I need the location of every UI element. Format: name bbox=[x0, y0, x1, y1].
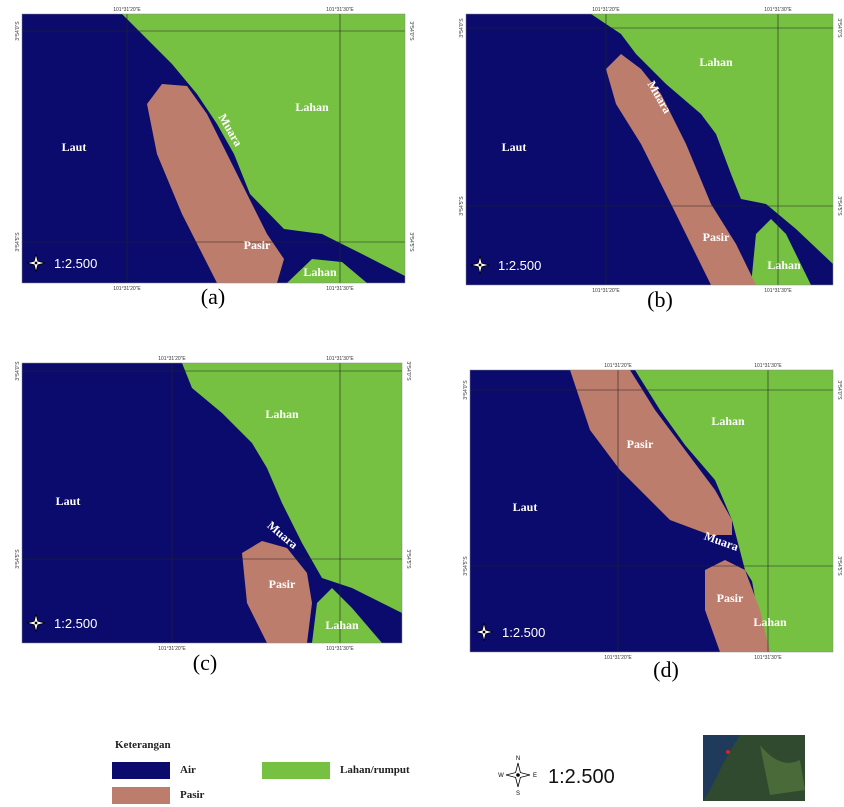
lat-label: 3°54'0"S bbox=[836, 18, 842, 38]
compass-letter: S bbox=[516, 791, 520, 797]
scale-label: 1:2.500 bbox=[54, 256, 97, 271]
legend-swatch bbox=[262, 762, 330, 779]
area-label: Lahan bbox=[325, 618, 359, 632]
lat-label: 3°54'5"S bbox=[836, 556, 842, 576]
area-label: Laut bbox=[62, 140, 87, 154]
lat-label: 3°54'5"S bbox=[405, 549, 411, 569]
legend: Keterangan Air Pasir Lahan/rumput N E S W 1:2.50… bbox=[112, 739, 615, 804]
legend-title: Keterangan bbox=[115, 739, 171, 751]
legend-label: Air bbox=[180, 764, 196, 776]
compass-center bbox=[479, 264, 482, 267]
lat-label: 3°54'5"S bbox=[15, 549, 21, 569]
lon-label: 101°31'30"E bbox=[754, 363, 782, 369]
panel-caption: (c) bbox=[193, 650, 217, 675]
legend-label: Lahan/rumput bbox=[340, 764, 410, 776]
lat-label: 3°54'0"S bbox=[15, 21, 21, 41]
lon-label: 101°31'30"E bbox=[326, 7, 354, 13]
lon-label: 101°31'30"E bbox=[326, 286, 354, 292]
lat-label: 3°54'5"S bbox=[408, 232, 414, 252]
area-label: Lahan bbox=[711, 414, 745, 428]
lat-label: 3°54'0"S bbox=[405, 361, 411, 381]
lat-label: 3°54'5"S bbox=[463, 556, 469, 576]
lat-label: 3°54'5"S bbox=[836, 196, 842, 216]
area-label: Lahan bbox=[295, 100, 329, 114]
lon-label: 101°31'30"E bbox=[764, 288, 792, 294]
lat-label: 3°54'0"S bbox=[463, 380, 469, 400]
compass-letter: E bbox=[533, 773, 537, 779]
scale-label: 1:2.500 bbox=[502, 625, 545, 640]
area-label: Lahan bbox=[303, 265, 337, 279]
area-label: Lahan bbox=[699, 55, 733, 69]
lon-label: 101°31'20"E bbox=[592, 288, 620, 294]
legend-swatch bbox=[112, 762, 170, 779]
area-label: Pasir bbox=[627, 437, 654, 451]
area-label: Laut bbox=[56, 494, 81, 508]
area-label: Laut bbox=[513, 500, 538, 514]
scale-label: 1:2.500 bbox=[498, 258, 541, 273]
compass-letter: W bbox=[498, 773, 504, 779]
map-figure: 101°31'20"E 101°31'20"E 101°31'30"E 101°31'… bbox=[0, 0, 844, 807]
lon-label: 101°31'20"E bbox=[113, 286, 141, 292]
scale-label: 1:2.500 bbox=[54, 616, 97, 631]
lon-label: 101°31'20"E bbox=[158, 646, 186, 652]
compass-center bbox=[35, 622, 38, 625]
area-label: Lahan bbox=[753, 615, 787, 629]
lat-label: 3°54'5"S bbox=[459, 196, 465, 216]
lat-label: 3°54'0"S bbox=[459, 18, 465, 38]
lat-label: 3°54'0"S bbox=[836, 380, 842, 400]
inset-map bbox=[703, 735, 805, 801]
legend-scale: 1:2.500 bbox=[548, 766, 615, 788]
compass-center bbox=[516, 773, 520, 777]
lon-label: 101°31'30"E bbox=[326, 356, 354, 362]
map-panel: 101°31'20"E 101°31'20"E 101°31'30"E 101°31'… bbox=[463, 363, 842, 661]
lon-label: 101°31'20"E bbox=[592, 7, 620, 13]
area-label: Pasir bbox=[703, 230, 730, 244]
area-label: Laut bbox=[502, 140, 527, 154]
lon-label: 101°31'20"E bbox=[113, 7, 141, 13]
map-panel: 101°31'20"E 101°31'20"E 101°31'30"E 101°31'… bbox=[459, 7, 842, 294]
legend-label: Pasir bbox=[180, 789, 205, 801]
area-label: Pasir bbox=[717, 591, 744, 605]
panel-caption: (b) bbox=[647, 287, 673, 312]
lon-label: 101°31'20"E bbox=[604, 363, 632, 369]
inset-location bbox=[726, 750, 730, 754]
panel-caption: (a) bbox=[201, 284, 225, 309]
lat-label: 3°54'0"S bbox=[408, 21, 414, 41]
lon-label: 101°31'30"E bbox=[326, 646, 354, 652]
lon-label: 101°31'30"E bbox=[764, 7, 792, 13]
area-label: Lahan bbox=[265, 407, 299, 421]
lat-label: 3°54'0"S bbox=[15, 361, 21, 381]
map-panel: 101°31'20"E 101°31'20"E 101°31'30"E 101°31'… bbox=[15, 7, 414, 292]
area-label: Pasir bbox=[269, 577, 296, 591]
area-label: Pasir bbox=[244, 238, 271, 252]
legend-swatch bbox=[112, 787, 170, 804]
lon-label: 101°31'20"E bbox=[158, 356, 186, 362]
lon-label: 101°31'30"E bbox=[754, 655, 782, 661]
lon-label: 101°31'20"E bbox=[604, 655, 632, 661]
compass-center bbox=[483, 631, 486, 634]
area-label: Lahan bbox=[767, 258, 801, 272]
compass-letter: N bbox=[516, 756, 520, 762]
map-panel: 101°31'20"E 101°31'20"E 101°31'30"E 101°31'… bbox=[15, 356, 411, 652]
lat-label: 3°54'5"S bbox=[15, 232, 21, 252]
panel-caption: (d) bbox=[653, 657, 679, 682]
compass-center bbox=[35, 262, 38, 265]
